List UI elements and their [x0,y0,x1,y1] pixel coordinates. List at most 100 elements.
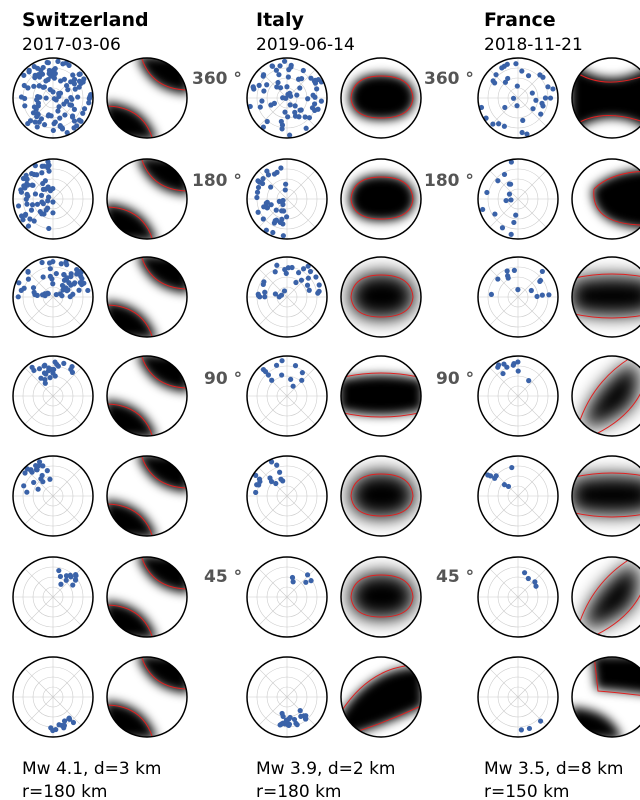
station-marker [25,268,31,275]
station-marker [50,89,56,95]
station-marker [57,291,63,297]
station-marker [298,277,305,283]
station-map-frame [12,158,94,240]
station-marker [286,67,292,73]
station-marker [306,115,313,121]
station-marker [312,94,318,100]
station-marker [68,366,74,372]
station-map-2-4 [477,455,559,537]
station-marker [38,116,45,122]
station-marker [74,271,80,277]
station-marker [61,101,67,107]
station-map-1-3 [246,355,328,437]
station-marker [71,76,78,83]
station-marker [58,261,64,267]
beachball-frame [340,656,422,738]
station-marker [526,378,532,384]
station-marker [255,184,262,191]
station-marker [36,83,43,89]
station-map-frame [12,656,94,738]
beachball-frame [106,158,188,240]
station-marker [63,573,70,579]
station-map-1-6 [246,656,328,738]
station-marker [37,74,43,80]
angle-label-90-col1: 90 ° [204,369,242,389]
station-marker [304,572,311,578]
station-marker [284,84,290,90]
angle-label-45-col2: 45 ° [436,567,474,587]
station-marker [525,575,531,582]
station-marker [501,482,508,488]
station-marker [513,61,519,67]
station-marker [61,360,67,366]
station-marker [288,93,294,99]
station-marker [272,269,278,275]
column-title-italy: Italy [256,9,304,31]
station-marker [268,459,275,465]
station-map-1-2 [246,256,328,338]
station-marker [15,294,21,300]
station-marker [72,280,78,286]
station-marker [31,218,37,224]
station-marker [31,83,37,89]
station-marker [501,123,507,129]
beachball-1-5 [340,556,422,638]
station-marker [30,182,36,188]
beachball-frame [106,256,188,338]
station-marker [515,368,521,374]
beachball-frame [340,158,422,240]
station-marker [39,259,45,266]
station-marker [318,98,324,104]
angle-label-360-col2: 360 ° [424,69,474,89]
station-map-frame [246,158,328,240]
station-marker [267,475,273,481]
beachball-frame [571,556,640,638]
station-map-frame [477,57,559,139]
station-marker [262,294,268,300]
beachball-frame [571,355,640,437]
station-marker [508,197,514,203]
station-marker [313,274,319,280]
station-marker [292,103,298,109]
nodal-line [107,105,154,138]
beachball-frame [106,355,188,437]
station-map-1-1 [246,158,328,240]
station-marker [279,126,285,132]
station-map-frame [12,556,94,638]
station-marker [50,199,56,205]
station-marker [22,103,28,109]
beachball-0-2 [106,256,188,338]
station-marker [261,279,267,285]
nodal-line [572,273,640,280]
station-marker [299,377,305,383]
station-marker [296,270,302,276]
beachball-1-0 [340,57,422,139]
station-marker [272,291,278,297]
station-marker [61,76,68,82]
beachball-0-1 [106,158,188,240]
station-marker [69,113,76,119]
station-marker [70,72,76,78]
beachball-0-0 [106,57,188,139]
nodal-line [350,473,414,517]
nodal-line [341,411,421,418]
station-marker [273,480,279,487]
station-marker [285,74,291,80]
beachball-frame [571,455,640,537]
station-marker [34,467,40,473]
beachball-frame [106,455,188,537]
nodal-line [593,170,640,190]
station-marker [505,273,511,279]
station-marker [53,270,59,277]
station-marker [76,71,82,77]
station-marker [30,285,37,291]
station-marker [43,78,49,84]
beachball-frame [340,57,422,139]
station-marker [81,106,88,112]
station-marker [34,201,41,207]
station-marker [67,294,73,300]
station-marker [67,572,73,578]
station-marker [299,370,305,376]
event-info-france: Mw 3.5, d=8 km [484,759,623,779]
beachball-2-6 [571,656,640,738]
